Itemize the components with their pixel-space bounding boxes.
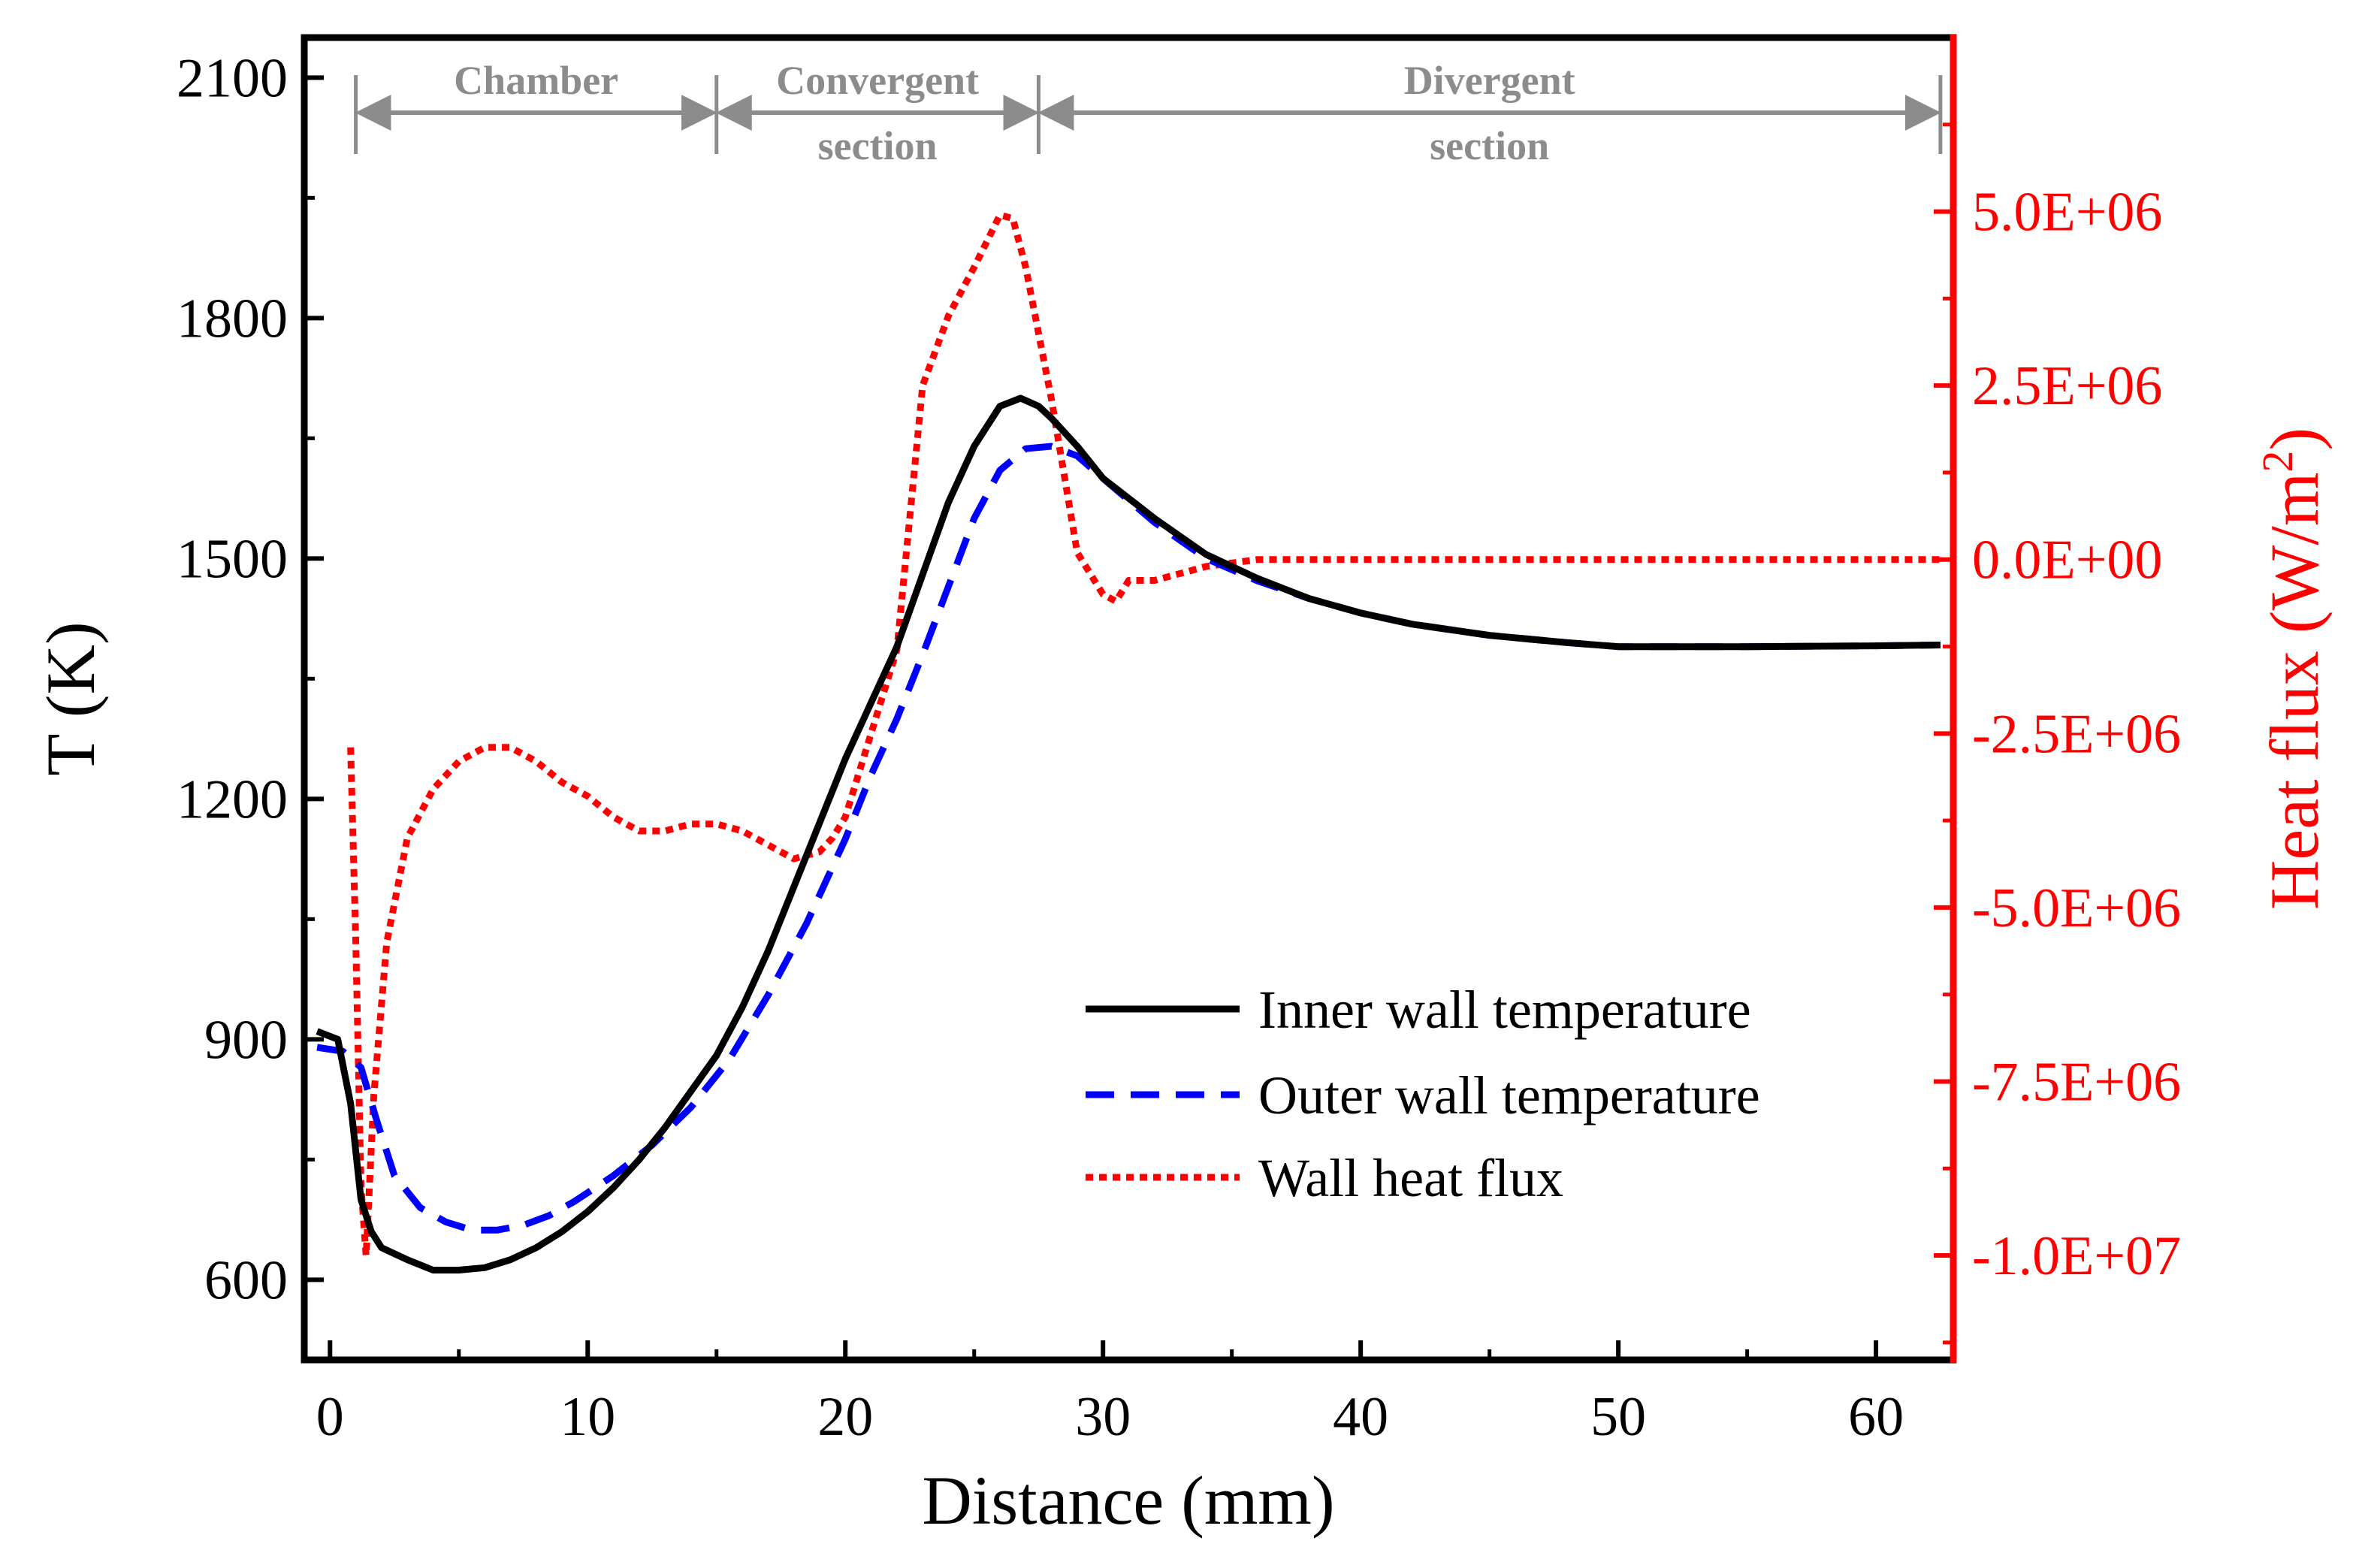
series-lines: [316, 211, 1941, 1273]
x-axis-title: Distance (mm): [922, 1462, 1334, 1539]
section-label: Chamber: [454, 58, 618, 103]
right-tick-label: 5.0E+06: [1972, 182, 2162, 243]
wall-heat-flux-line: [347, 211, 1941, 1259]
x-tick-label: 10: [560, 1386, 615, 1448]
x-tick-label: 40: [1333, 1386, 1388, 1448]
right-tick-label: -7.5E+06: [1972, 1051, 2181, 1113]
x-tick-label: 50: [1590, 1386, 1646, 1448]
legend: Inner wall temperature Outer wall temper…: [1086, 980, 1760, 1208]
right-axis-title-close: ): [2256, 427, 2333, 451]
section-label: section: [818, 123, 938, 168]
right-axis-title-main: Heat flux (W/m: [2256, 473, 2333, 910]
left-tick-label: 900: [204, 1009, 288, 1071]
right-tick-label: 2.5E+06: [1972, 355, 2162, 417]
right-axis-title: Heat flux (W/m2): [2253, 427, 2333, 910]
left-tick-label: 2100: [177, 47, 288, 109]
right-axis-title-sup: 2: [2253, 451, 2302, 473]
right-axis-ticks: -1.0E+07 -7.5E+06 -5.0E+06 -2.5E+06 0.0E+00 2…: [1934, 122, 2181, 1345]
left-tick-label: 1500: [177, 528, 288, 590]
legend-label-flux: Wall heat flux: [1258, 1148, 1563, 1208]
left-tick-label: 1800: [177, 288, 288, 349]
section-label: Divergent: [1404, 58, 1575, 103]
x-tick-label: 30: [1075, 1386, 1131, 1448]
left-axis-title: T (K): [32, 621, 109, 775]
x-tick-label: 0: [316, 1386, 344, 1448]
left-axis-ticks: 600 900 1200 1500 1800 2100: [177, 47, 324, 1311]
left-tick-label: 1200: [177, 769, 288, 830]
inner-wall-temperature-line: [316, 394, 1941, 1273]
plot-frame: [301, 34, 1957, 1364]
right-tick-label: 0.0E+00: [1972, 530, 2162, 591]
left-tick-label: 600: [204, 1249, 288, 1311]
section-label: section: [1430, 123, 1549, 168]
section-label: Convergent: [776, 58, 979, 103]
right-tick-label: -5.0E+06: [1972, 878, 2181, 939]
legend-label-outer: Outer wall temperature: [1258, 1065, 1760, 1125]
outer-wall-temperature-line: [316, 443, 1941, 1234]
x-tick-label: 60: [1848, 1386, 1904, 1448]
x-axis-ticks: 0 10 20 30 40 50 60: [316, 1340, 1904, 1448]
x-tick-label: 20: [817, 1386, 873, 1448]
legend-label-inner: Inner wall temperature: [1258, 980, 1751, 1040]
right-tick-label: -1.0E+07: [1972, 1225, 2181, 1287]
section-annotations: Chamber Convergent section Divergent section: [354, 58, 1943, 168]
right-tick-label: -2.5E+06: [1972, 703, 2181, 765]
